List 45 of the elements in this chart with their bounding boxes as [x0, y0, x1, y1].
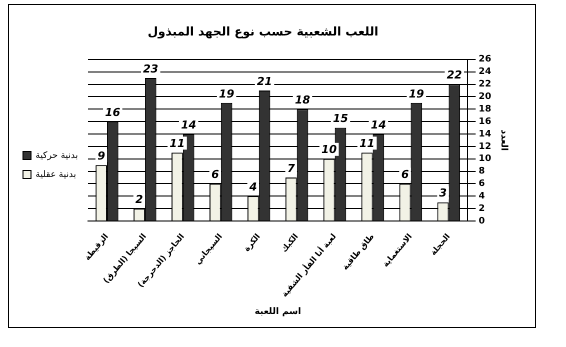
data-label: 11 [359, 137, 375, 150]
y-tick-label: 12 [478, 142, 492, 152]
y-tick-label: 4 [478, 192, 485, 202]
y-tick-label: 8 [478, 166, 485, 177]
data-label: 18 [294, 93, 311, 106]
x-tick-label: السيجاني [193, 232, 224, 266]
data-label: 19 [218, 87, 235, 100]
data-label: 2 [135, 192, 144, 206]
data-label: 7 [287, 162, 296, 175]
x-tick-label: الكبك [279, 232, 300, 254]
x-tick-label: الكرة [242, 232, 262, 254]
x-tick-label: الحجلة [428, 232, 452, 258]
x-axis-title: اسم اللعبة [254, 306, 302, 317]
y-tick-label: 16 [478, 116, 492, 127]
y-tick-label: 6 [478, 179, 485, 190]
chart-title: اللعب الشعبية حسب نوع الجهد المبذول [148, 24, 378, 38]
data-label: 16 [105, 106, 121, 119]
y-tick-label: 14 [478, 129, 492, 140]
x-tick-label: الاستغماية [380, 232, 414, 269]
data-label: 10 [321, 143, 338, 156]
legend-label: بدنية عقلية [36, 170, 76, 180]
data-label: 11 [170, 137, 185, 150]
y-tick-label: 10 [478, 154, 492, 164]
data-label: 19 [408, 87, 424, 100]
data-label: 6 [401, 168, 410, 182]
x-tick-label: طاق طاقية [340, 232, 376, 272]
data-label: 21 [256, 74, 272, 88]
data-label: 14 [180, 118, 196, 132]
data-label: 4 [248, 180, 257, 194]
data-label: 22 [446, 68, 462, 82]
data-label: 15 [332, 112, 348, 126]
data-label: 3 [439, 186, 448, 200]
data-label: 9 [97, 149, 106, 162]
y-tick-label: 26 [478, 54, 492, 65]
y-tick-label: 24 [478, 67, 492, 78]
data-label: 23 [142, 62, 159, 76]
y-tick-label: 20 [478, 92, 492, 102]
y-tick-label: 18 [478, 104, 492, 114]
legend-label: بدنية حركية [36, 150, 78, 161]
y-tick-label: 22 [478, 80, 492, 90]
y-tick-label: 0 [478, 216, 485, 226]
data-label: 6 [211, 168, 220, 182]
data-label: 14 [370, 118, 386, 132]
y-axis-title: العدد [498, 130, 508, 151]
y-tick-label: 2 [478, 204, 485, 214]
